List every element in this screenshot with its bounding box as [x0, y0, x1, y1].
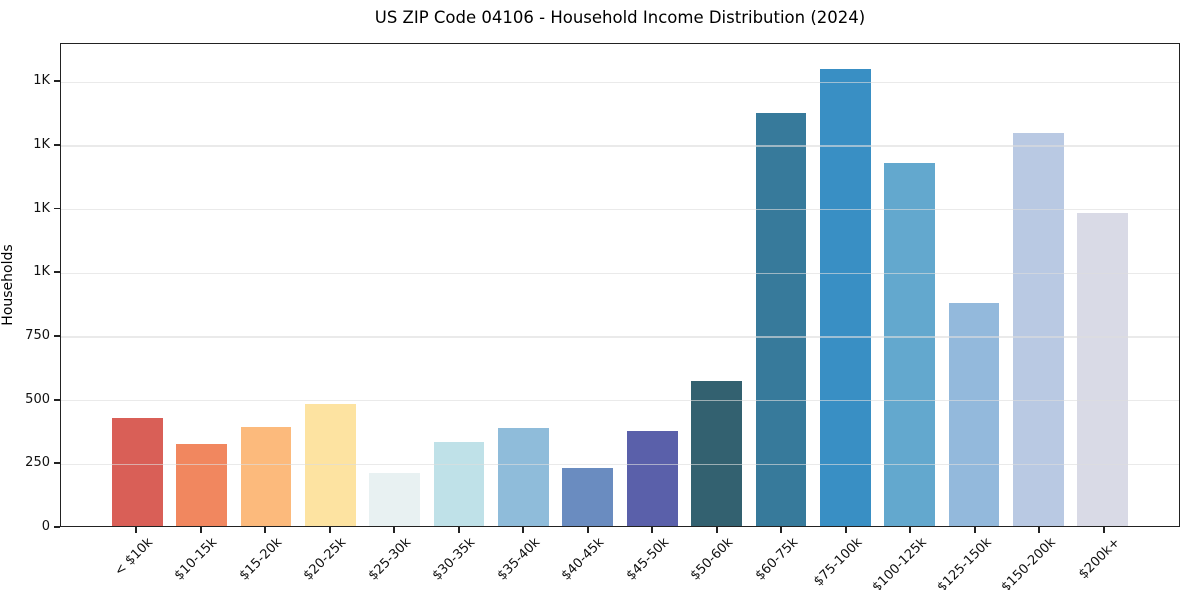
y-tick-mark [54, 335, 60, 337]
x-tick-label-text: $100-125k [869, 535, 930, 590]
x-tick-label-text: $45-50k [623, 535, 672, 584]
bar-slot [942, 44, 1006, 526]
y-tick-mark [54, 143, 60, 146]
bar-slot [813, 44, 877, 526]
x-tick-mark [135, 527, 138, 533]
x-tick-label-text: $25-30k [365, 535, 414, 584]
bar-7 [498, 428, 549, 526]
bar-slot [749, 44, 813, 526]
x-tick-mark [264, 527, 267, 533]
chart-title: US ZIP Code 04106 - Household Income Dis… [374, 8, 866, 27]
x-tick-label-text: $20-25k [300, 535, 350, 584]
x-tick-mark [1102, 527, 1105, 533]
x-tick-label-text: $75-100k [811, 535, 866, 590]
bar-slot [556, 44, 620, 526]
bar-4 [304, 404, 356, 526]
y-axis: 0 250 500 750 1K 1K 1K 1K [0, 0, 60, 590]
y-tick-label: 500 [25, 391, 50, 407]
y-tick-mark [54, 526, 60, 528]
bar-8 [562, 467, 614, 526]
y-tick-label: 1K [33, 264, 50, 280]
bar-slot [363, 44, 427, 526]
x-tick-label-text: $125-150k [934, 535, 995, 590]
x-tick-label-text: $35-40k [494, 535, 543, 584]
bar-slot [620, 44, 684, 526]
x-tick-mark [844, 527, 847, 533]
y-tick-label: 250 [25, 455, 50, 471]
bar-slot [298, 44, 362, 526]
bar-1 [111, 418, 163, 526]
x-tick-mark [780, 527, 783, 533]
x-tick-label-text: $200k+ [1076, 535, 1124, 583]
x-tick-mark [651, 527, 654, 533]
bar-2 [176, 443, 227, 526]
bar-slot [491, 44, 555, 526]
bar-13 [884, 163, 936, 526]
y-tick-label: 1K [33, 136, 50, 152]
y-tick-mark [54, 462, 60, 465]
bar-5 [369, 472, 421, 526]
bar-slot [427, 44, 491, 526]
x-tick-label-text: < $10k [111, 535, 156, 580]
bar-11 [755, 112, 807, 526]
y-tick-mark [54, 207, 60, 210]
bars-row [61, 44, 1179, 526]
bar-slot [878, 44, 942, 526]
x-tick-label-text: $150-200k [998, 535, 1059, 590]
bar-slot [1071, 44, 1135, 526]
x-tick-label-text: $15-20k [236, 535, 285, 584]
y-tick-label: 1K [33, 200, 50, 216]
y-tick-mark [54, 80, 60, 83]
bar-slot [234, 44, 298, 526]
bar-slot [1006, 44, 1070, 526]
x-tick-mark [1038, 527, 1041, 533]
x-tick-label-text: $10-15k [171, 535, 221, 584]
x-tick-mark [393, 527, 396, 533]
x-tick-mark [328, 527, 331, 533]
bar-3 [240, 427, 292, 526]
y-tick-mark [54, 271, 60, 274]
x-tick-mark [909, 527, 912, 533]
x-tick-mark [715, 527, 718, 533]
x-tick-mark [973, 527, 976, 533]
bar-10 [691, 381, 742, 526]
bar-slot [169, 44, 233, 526]
bar-15 [1013, 132, 1064, 526]
x-tick-label-text: $60-75k [752, 535, 801, 584]
bar-12 [819, 69, 871, 526]
x-tick-mark [457, 527, 460, 533]
x-tick-label-text: $30-35k [429, 535, 479, 584]
bar-slot [105, 44, 169, 526]
y-tick-label: 1K [33, 73, 50, 89]
bar-14 [948, 302, 1000, 526]
bar-slot [684, 44, 748, 526]
x-tick-label-text: $50-60k [687, 535, 737, 584]
bar-9 [626, 430, 678, 526]
x-tick-mark [522, 527, 525, 533]
y-tick-label: 0 [41, 519, 50, 534]
x-tick-mark [586, 527, 589, 533]
bar-16 [1077, 212, 1129, 526]
plot-area [60, 43, 1180, 527]
y-tick-label: 750 [25, 327, 50, 343]
bar-6 [433, 442, 485, 526]
x-tick-mark [199, 527, 202, 533]
x-tick-label-text: $40-45k [558, 535, 608, 584]
y-tick-mark [54, 398, 60, 401]
